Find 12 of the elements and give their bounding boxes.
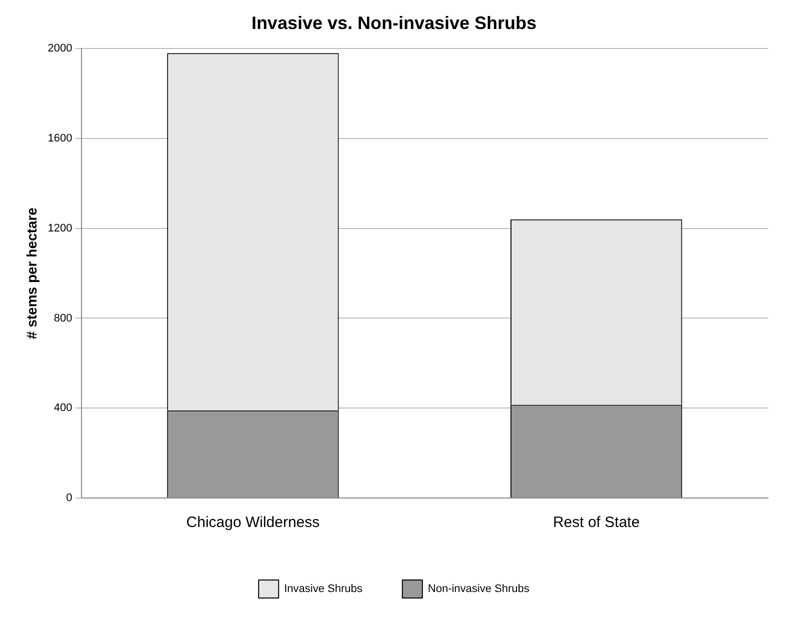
- y-tick-label: 1200: [48, 222, 72, 234]
- y-tick-label: 800: [54, 312, 72, 324]
- y-tick-label: 1600: [48, 132, 72, 145]
- legend-label: Invasive Shrubs: [284, 583, 363, 596]
- y-tick-label: 0: [66, 492, 72, 504]
- legend-label: Non-invasive Shrubs: [428, 583, 530, 596]
- y-tick-label: 400: [54, 402, 72, 414]
- x-tick-label: Chicago Wilderness: [186, 514, 320, 532]
- x-tick-label: Rest of State: [552, 514, 640, 532]
- y-tick-label: 2000: [48, 42, 72, 55]
- y-axis-title: # stems per hectare: [23, 207, 40, 340]
- chart-title: Invasive vs. Non-invasive Shrubs: [251, 12, 537, 33]
